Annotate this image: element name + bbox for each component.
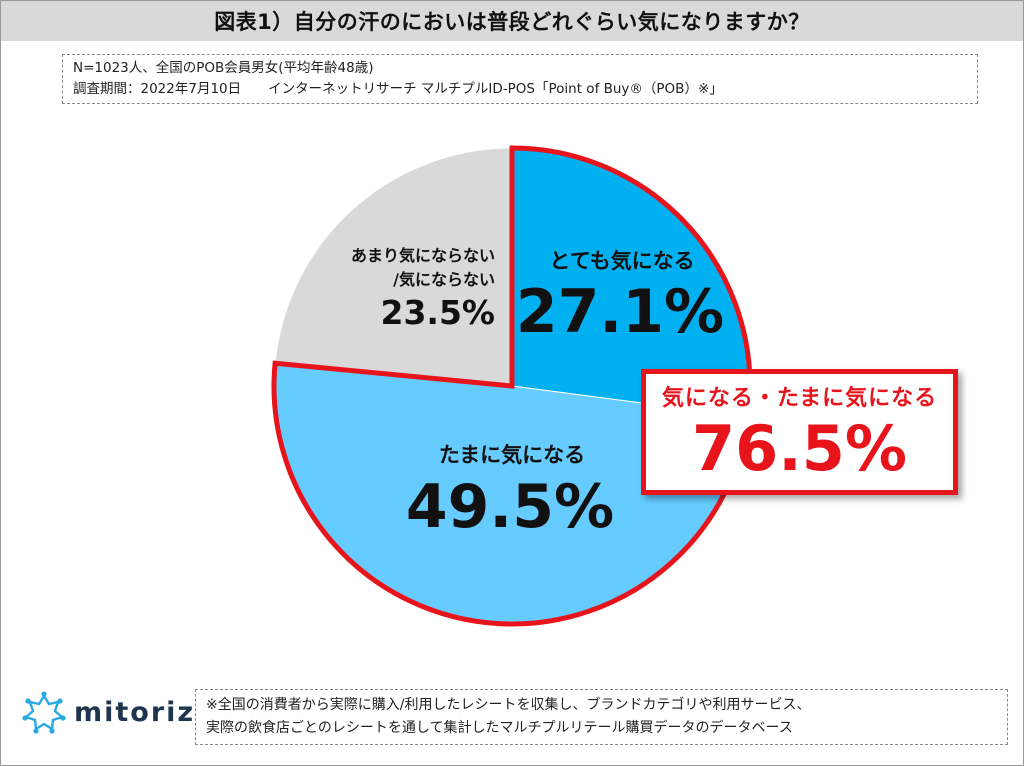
network-star-icon bbox=[22, 691, 66, 734]
footnote-line2: 実際の飲食店ごとのレシートを通して集計したマルチプルリテール購買データのデータベ… bbox=[206, 720, 793, 736]
mitoriz-logo: mitoriz bbox=[22, 690, 195, 734]
logo-text: mitoriz bbox=[74, 696, 196, 728]
slice-label-very: とても気になる bbox=[549, 249, 694, 273]
slice-value-not: 23.5% bbox=[381, 293, 496, 332]
chart-title: 図表1）自分の汗のにおいは普段どれぐらい気になりますか？ bbox=[1, 1, 1023, 41]
callout-label: 気になる・たまに気になる bbox=[661, 386, 938, 411]
slice-label-not-line1: あまり気にならない bbox=[351, 246, 495, 265]
slice-label-not-line2: /気にならない bbox=[393, 270, 495, 289]
combined-callout: 気になる・たまに気になる 76.5% bbox=[641, 369, 958, 495]
highlight-outline bbox=[271, 145, 753, 627]
callout-value: 76.5% bbox=[691, 412, 908, 485]
survey-sample-line: N=1023人、全国のPOB会員男女(平均年齢48歳) bbox=[73, 60, 374, 76]
slice-label-sometimes: たまに気になる bbox=[439, 443, 585, 467]
footnote-line1: ※全国の消費者から実際に購入/利用したレシートを収集し、ブランドカテゴリや利用サ… bbox=[206, 697, 811, 713]
slice-value-sometimes: 49.5% bbox=[406, 472, 614, 542]
survey-info: N=1023人、全国のPOB会員男女(平均年齢48歳) 調査期間：2022年7月… bbox=[62, 54, 978, 104]
slice-value-very: 27.1% bbox=[516, 277, 724, 347]
survey-period-line: 調査期間：2022年7月10日 インターネットリサーチ マルチプルID-POS「… bbox=[73, 81, 723, 97]
pie-slice-2 bbox=[274, 147, 513, 387]
footnote: ※全国の消費者から実際に購入/利用したレシートを収集し、ブランドカテゴリや利用サ… bbox=[195, 689, 1008, 745]
